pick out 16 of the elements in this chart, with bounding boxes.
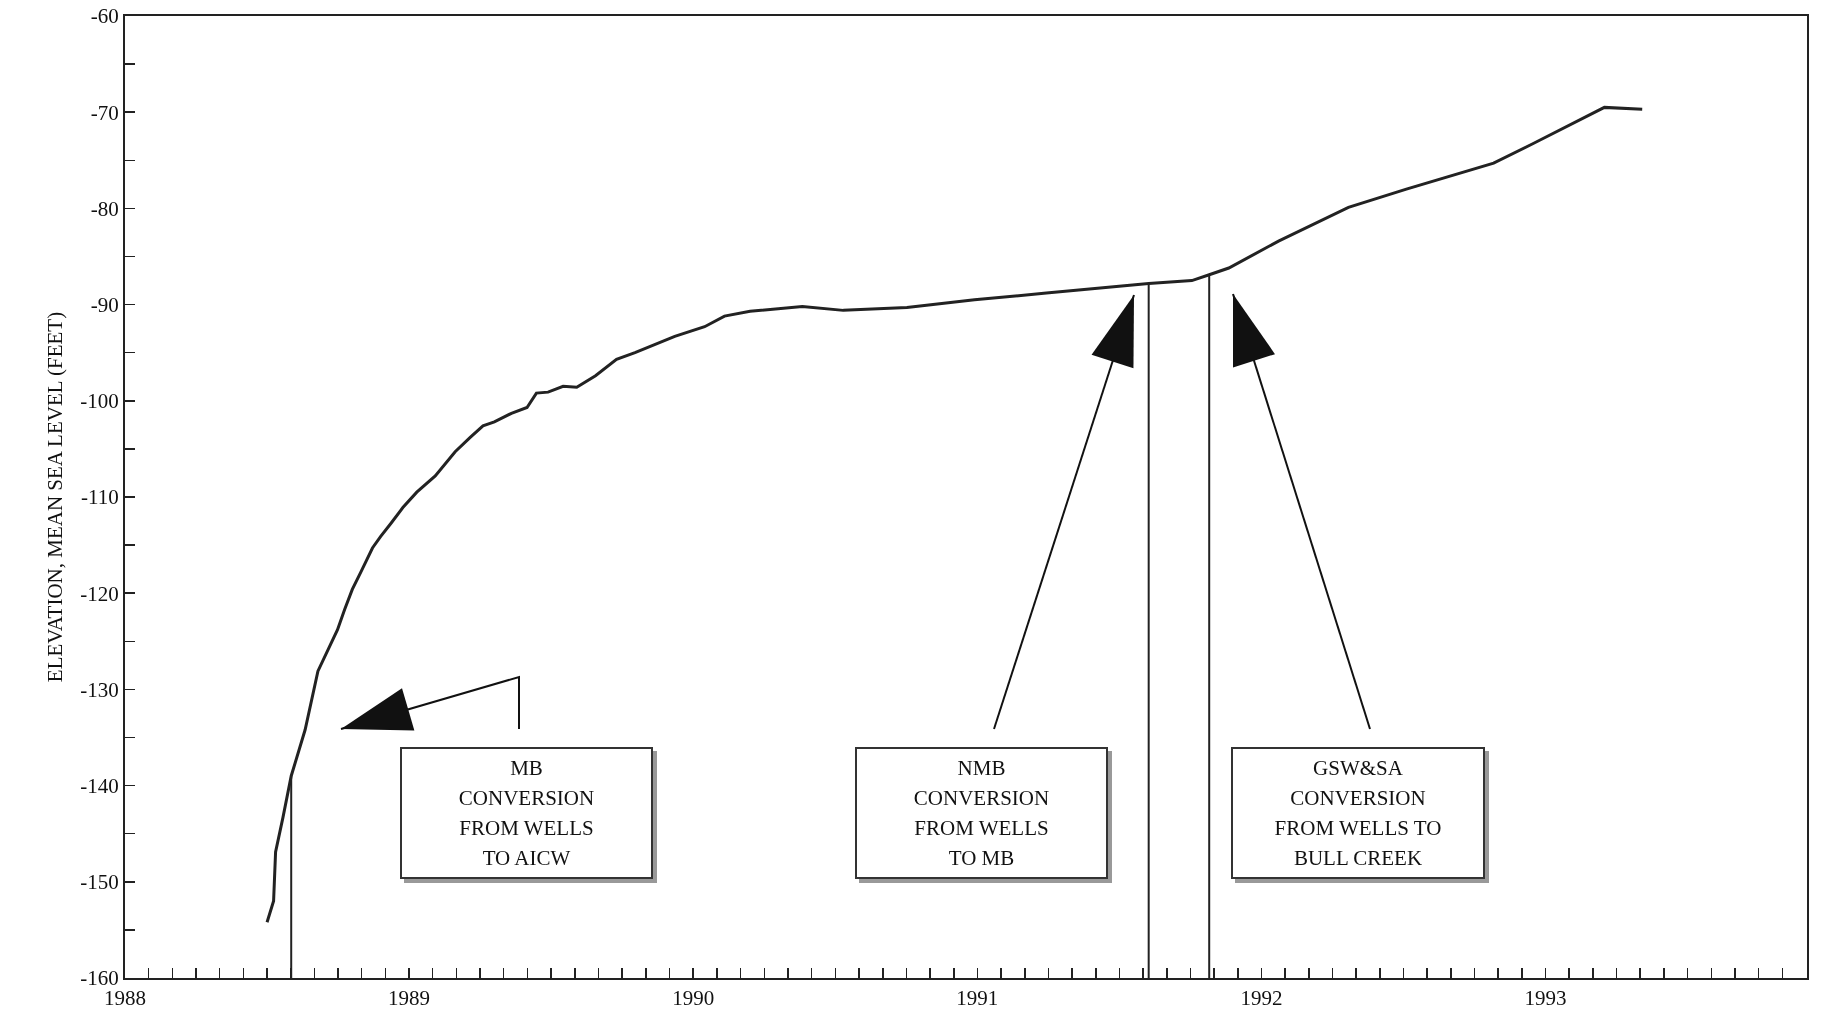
y-tick-label: -110: [81, 485, 119, 510]
y-tick-label: -60: [90, 4, 119, 29]
y-tick-label: -80: [90, 196, 119, 221]
y-tick-label: -90: [90, 292, 119, 317]
x-tick-label: 1993: [1524, 986, 1567, 1011]
x-tick-label: 1989: [388, 986, 431, 1011]
x-tick-label: 1991: [956, 986, 999, 1011]
y-tick-label: -120: [80, 581, 119, 606]
y-tick-label: -70: [90, 100, 119, 125]
y-tick-label: -100: [80, 389, 119, 414]
x-tick-label: 1992: [1240, 986, 1283, 1011]
y-tick-label: -150: [80, 870, 119, 895]
y-tick-label: -140: [80, 773, 119, 798]
x-tick-label: 1990: [672, 986, 715, 1011]
y-axis-title: ELEVATION, MEAN SEA LEVEL (FEET): [42, 311, 67, 683]
y-tick-label: -130: [80, 677, 119, 702]
